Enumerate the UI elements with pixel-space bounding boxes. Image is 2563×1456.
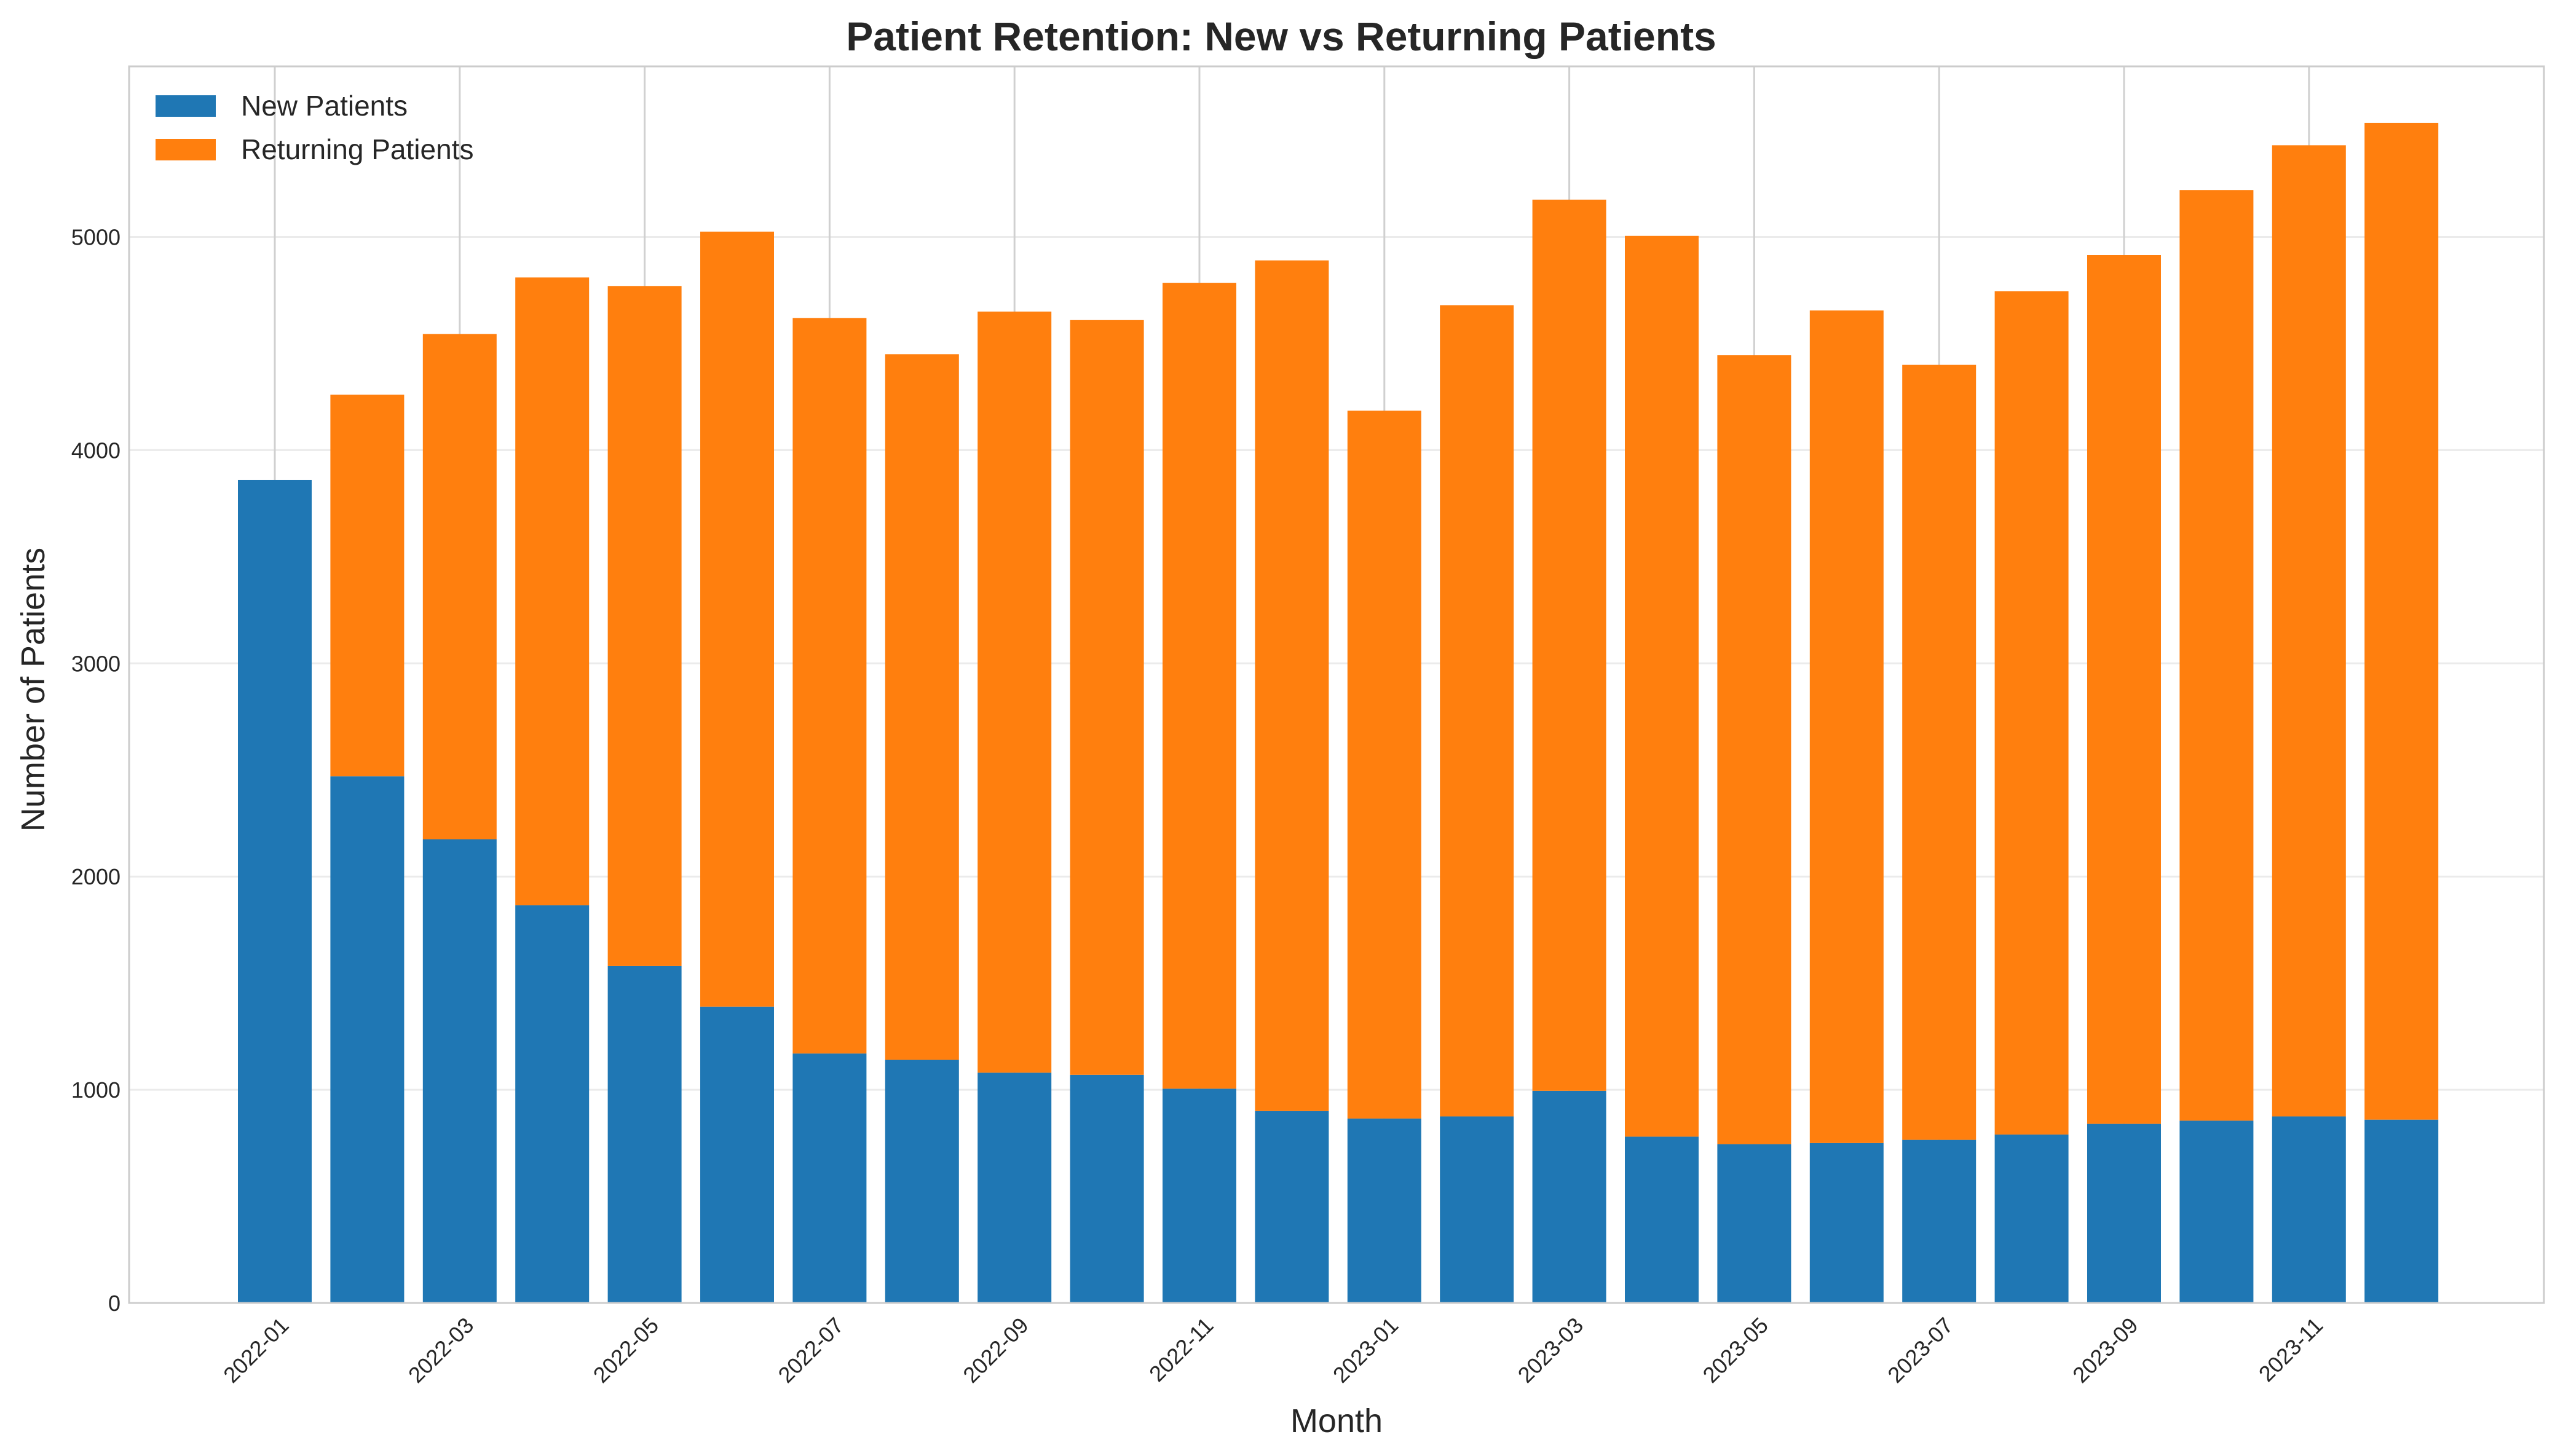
- bar-returning-patients: [2087, 255, 2161, 1124]
- bar-returning-patients: [792, 318, 867, 1054]
- legend-label: New Patients: [241, 90, 408, 122]
- bars: [238, 122, 2439, 1304]
- bar-new-patients: [607, 966, 682, 1303]
- y-tick-label: 2000: [71, 864, 120, 889]
- bar-new-patients: [330, 776, 405, 1303]
- bar-returning-patients: [885, 354, 959, 1060]
- bar-returning-patients: [1717, 355, 1791, 1144]
- y-tick-label: 3000: [71, 651, 120, 676]
- bar-returning-patients: [607, 286, 682, 966]
- bar-returning-patients: [2272, 145, 2346, 1117]
- bar-new-patients: [1440, 1116, 1514, 1303]
- y-tick-label: 1000: [71, 1077, 120, 1103]
- bar-returning-patients: [1809, 310, 1884, 1143]
- bar-new-patients: [1347, 1118, 1421, 1303]
- bar-returning-patients: [1347, 411, 1421, 1119]
- bar-returning-patients: [1163, 283, 1236, 1089]
- bar-new-patients: [1163, 1088, 1236, 1303]
- bar-new-patients: [2364, 1119, 2439, 1303]
- bar-returning-patients: [1902, 364, 1977, 1140]
- bar-new-patients: [885, 1060, 959, 1303]
- bar-returning-patients: [515, 277, 590, 906]
- chart-title: Patient Retention: New vs Returning Pati…: [846, 14, 1716, 59]
- bar-returning-patients: [700, 231, 774, 1007]
- bar-returning-patients: [2179, 190, 2254, 1121]
- bar-new-patients: [1994, 1134, 2069, 1303]
- bar-new-patients: [1532, 1090, 1606, 1303]
- bar-returning-patients: [1070, 320, 1144, 1075]
- bar-new-patients: [2272, 1116, 2346, 1303]
- bar-new-patients: [700, 1006, 774, 1303]
- bar-new-patients: [1070, 1074, 1144, 1303]
- bar-new-patients: [1809, 1143, 1884, 1303]
- legend-swatch: [156, 139, 216, 160]
- bar-new-patients: [422, 839, 497, 1303]
- bar-new-patients: [1625, 1136, 1699, 1303]
- bar-returning-patients: [1255, 260, 1329, 1111]
- y-axis-label: Number of Patients: [15, 548, 52, 832]
- y-tick-label: 0: [108, 1291, 120, 1316]
- bar-returning-patients: [1440, 305, 1514, 1117]
- bar-new-patients: [1717, 1144, 1791, 1303]
- bar-returning-patients: [330, 395, 405, 777]
- legend-swatch: [156, 95, 216, 117]
- y-tick-labels: 0 1000 2000 3000 4000 5000: [71, 225, 120, 1316]
- bar-returning-patients: [1532, 199, 1606, 1091]
- bar-returning-patients: [977, 311, 1052, 1073]
- bar-new-patients: [977, 1072, 1052, 1303]
- bar-new-patients: [1255, 1111, 1329, 1303]
- bar-returning-patients: [422, 334, 497, 840]
- bar-returning-patients: [2364, 122, 2439, 1120]
- bar-new-patients: [515, 905, 590, 1303]
- bar-returning-patients: [1994, 291, 2069, 1135]
- y-tick-label: 4000: [71, 438, 120, 463]
- bar-new-patients: [2179, 1120, 2254, 1303]
- legend: New Patients Returning Patients: [156, 90, 473, 165]
- bar-new-patients: [792, 1053, 867, 1303]
- bar-returning-patients: [1625, 235, 1699, 1137]
- bar-new-patients: [2087, 1123, 2161, 1303]
- legend-label: Returning Patients: [241, 133, 473, 165]
- y-tick-label: 5000: [71, 225, 120, 250]
- bar-new-patients: [238, 479, 312, 1304]
- plot-frame: [128, 65, 2545, 1304]
- bar-new-patients: [1902, 1139, 1977, 1303]
- x-axis-label: Month: [1290, 1403, 1383, 1439]
